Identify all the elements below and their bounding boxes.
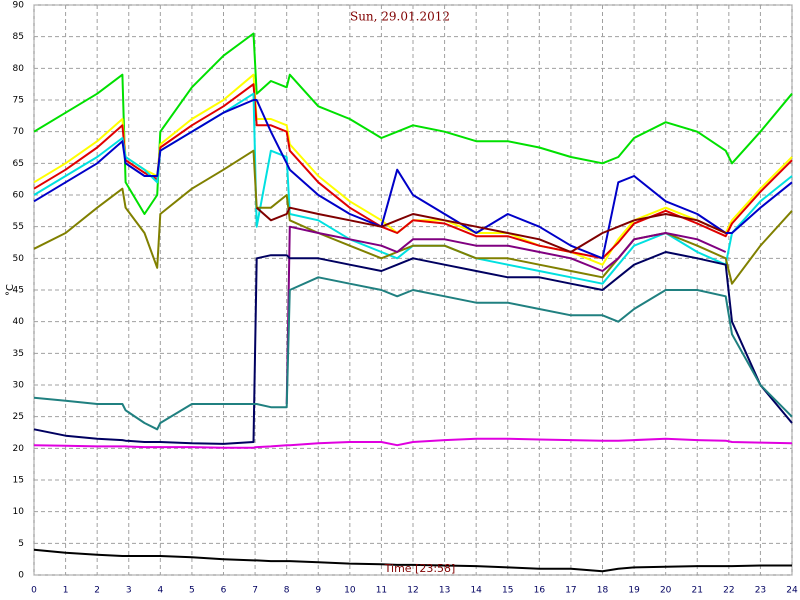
y-axis-label: °C [5,284,16,296]
y-tick-label: 55 [13,222,24,232]
y-tick-label: 20 [13,444,25,454]
x-tick-label: 13 [439,586,450,596]
x-tick-label: 4 [157,586,163,596]
x-tick-label: 7 [252,586,258,596]
series-line [33,276,793,431]
x-tick-label: 14 [470,586,482,596]
y-tick-label: 70 [13,127,25,137]
series-line [33,437,793,449]
x-tick-label: 16 [534,586,546,596]
x-tick-label: 18 [597,586,609,596]
y-tick-label: 35 [13,349,24,359]
x-tick-label: 11 [376,586,387,596]
y-tick-label: 30 [13,381,25,391]
y-tick-label: 25 [13,412,24,422]
y-tick-label: 65 [13,159,24,169]
x-tick-label: 21 [692,586,703,596]
y-tick-label: 85 [13,32,24,42]
y-tick-label: 15 [13,476,24,486]
x-axis-label: Time [23:58] [384,562,456,575]
x-tick-label: 22 [723,586,734,596]
y-tick-label: 90 [13,1,25,11]
chart-title: Sun, 29.01.2012 [350,10,450,24]
y-tick-label: 60 [13,191,25,201]
x-tick-label: 9 [315,586,321,596]
x-tick-label: 0 [31,586,37,596]
x-tick-label: 5 [189,586,195,596]
y-tick-label: 50 [13,254,25,264]
x-tick-label: 10 [344,586,356,596]
series-line [33,548,792,573]
series-line [33,73,793,266]
x-tick-label: 1 [63,586,69,596]
x-tick-label: 15 [502,586,513,596]
x-tick-label: 6 [221,586,227,596]
y-tick-label: 10 [13,507,25,517]
series-line [285,225,727,405]
x-tick-label: 20 [660,586,672,596]
x-tick-label: 2 [94,586,100,596]
x-tick-label: 12 [407,586,418,596]
series-line [33,251,793,445]
y-tick-label: 45 [13,286,24,296]
x-tick-label: 24 [786,586,798,596]
y-tick-label: 40 [13,317,25,327]
series-line [256,206,727,253]
y-tick-label: 5 [18,539,24,549]
x-tick-label: 17 [565,586,576,596]
series-line [33,32,793,215]
x-tick-label: 23 [755,586,766,596]
x-tick-label: 8 [284,586,290,596]
y-tick-label: 75 [13,96,24,106]
x-tick-label: 19 [628,586,640,596]
y-tick-label: 80 [13,64,25,74]
x-tick-label: 3 [126,586,132,596]
y-tick-label: 0 [18,571,24,581]
series-line [33,99,793,260]
